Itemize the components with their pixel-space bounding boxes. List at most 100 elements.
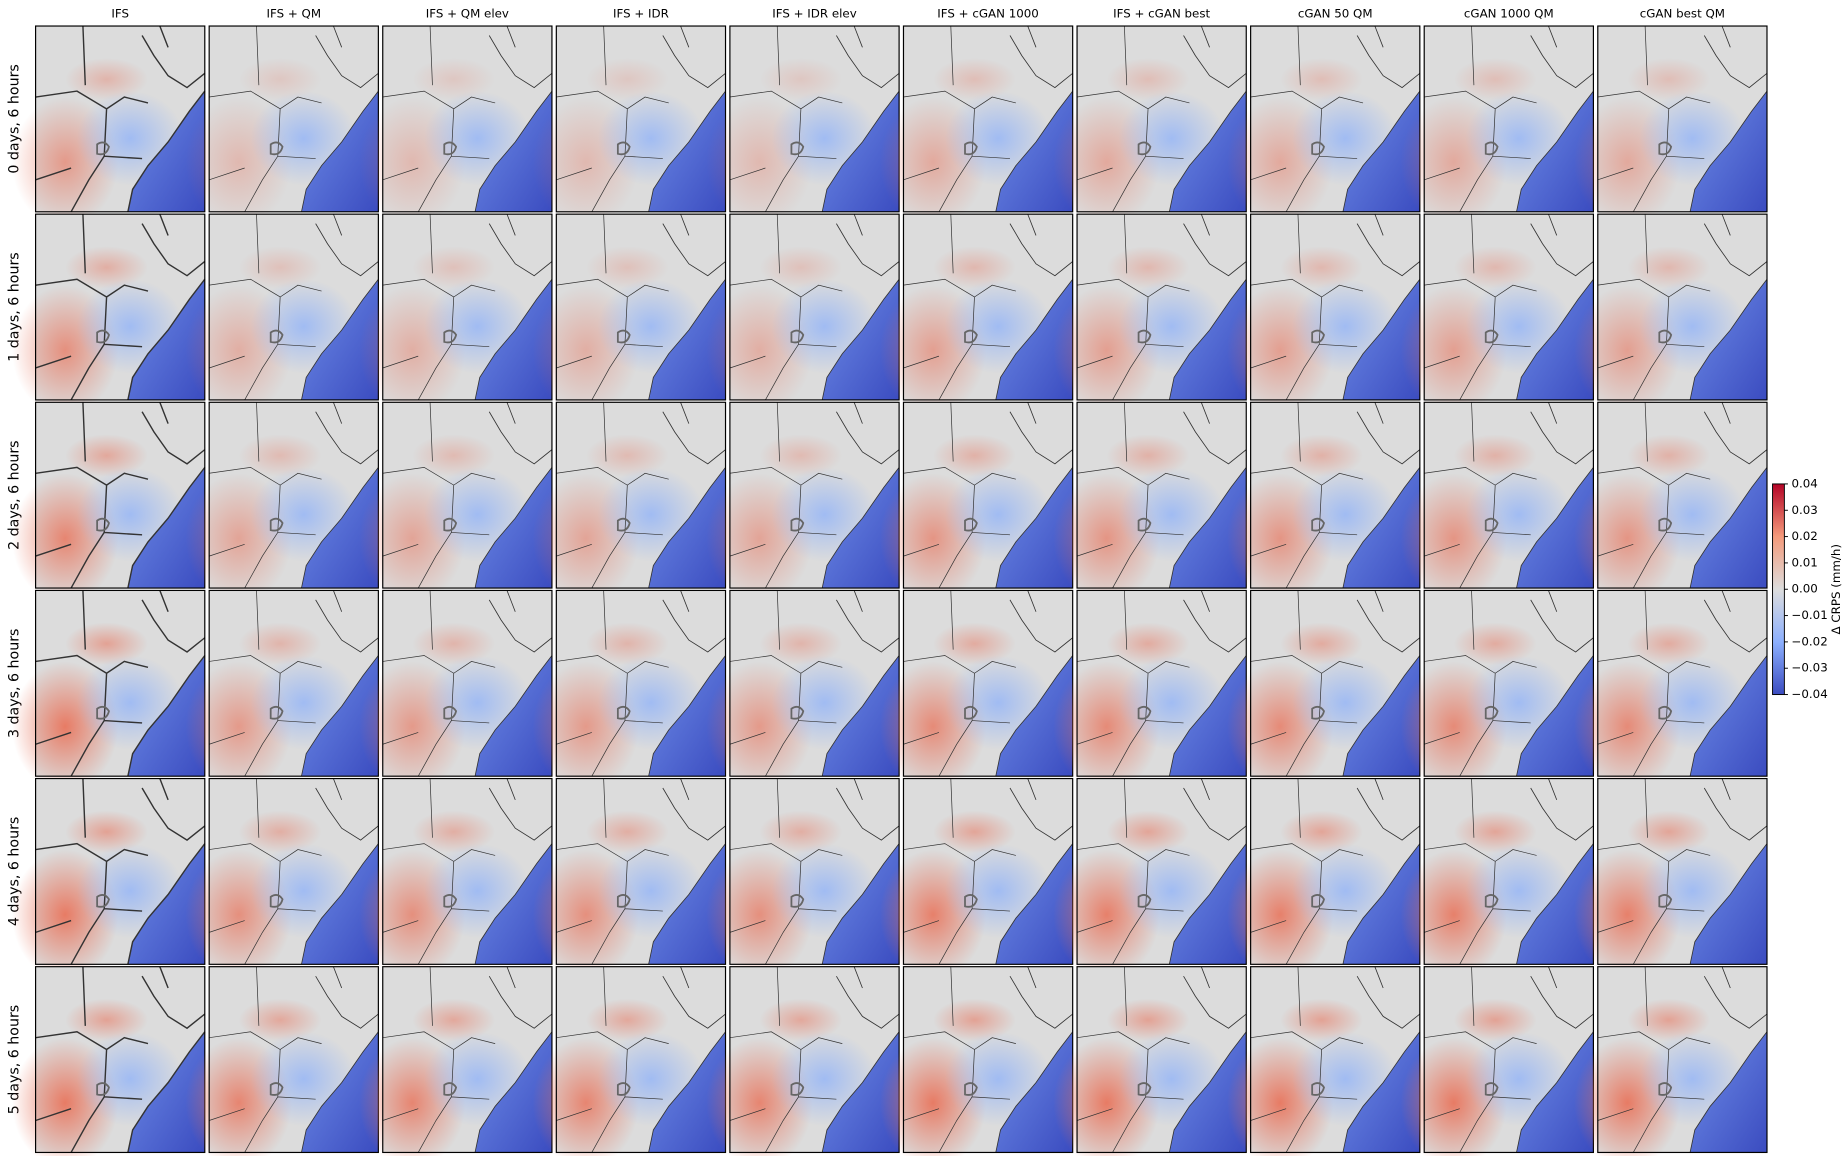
ocean — [995, 91, 1073, 212]
borders — [903, 778, 1016, 965]
borders — [209, 26, 322, 212]
positive-area — [1280, 246, 1364, 289]
positive-area — [1627, 57, 1711, 101]
map-panel — [1053, 966, 1247, 1156]
positive-area — [1453, 810, 1537, 854]
positive-area — [1627, 434, 1711, 477]
lake — [1311, 1082, 1325, 1096]
borders — [903, 214, 1016, 401]
colorbar-label: Δ CRPS (mm/h) — [1829, 544, 1843, 634]
borders — [209, 402, 322, 589]
borders — [1076, 214, 1190, 401]
lake — [616, 329, 631, 344]
lake — [790, 705, 805, 720]
borders — [556, 778, 669, 965]
borders — [729, 26, 843, 212]
positive-area — [1627, 810, 1711, 854]
borders — [1076, 26, 1190, 212]
positive-area — [933, 810, 1016, 854]
ocean — [1169, 467, 1247, 589]
map-panel — [11, 777, 206, 980]
ocean — [995, 1031, 1073, 1153]
borders — [729, 214, 843, 401]
column-title: cGAN best QM — [1640, 7, 1725, 21]
borders — [729, 402, 843, 589]
coastline — [1516, 25, 1594, 212]
map-panel — [1400, 777, 1595, 980]
borders — [35, 26, 149, 213]
map-panel — [706, 401, 900, 604]
coastline — [1516, 402, 1594, 589]
positive-area — [933, 246, 1016, 289]
colorbar-tick-label: 0.01 — [1791, 555, 1817, 569]
coastline — [474, 214, 553, 401]
ocean — [822, 467, 900, 589]
borders — [1250, 778, 1364, 965]
ocean — [648, 655, 726, 777]
coastline — [821, 25, 900, 212]
lake — [1484, 894, 1499, 908]
borders — [1597, 402, 1711, 589]
lake — [1137, 894, 1152, 908]
ocean — [995, 279, 1073, 400]
borders — [1424, 402, 1537, 589]
map-panel — [185, 966, 379, 1156]
positive-area — [65, 998, 148, 1042]
coastline — [301, 966, 379, 1153]
map-panel — [1574, 25, 1768, 228]
positive-area — [238, 810, 322, 854]
ocean — [127, 843, 205, 965]
borders — [903, 590, 1016, 777]
borders — [556, 966, 669, 1153]
ocean — [1169, 655, 1247, 777]
map-panel — [532, 966, 727, 1156]
coastline — [648, 214, 726, 401]
positive-area — [585, 622, 669, 665]
coastline — [127, 966, 206, 1153]
coastline — [648, 590, 726, 777]
lake — [269, 329, 284, 344]
ocean — [301, 843, 379, 965]
lake — [790, 1082, 805, 1096]
map-panel — [1400, 25, 1595, 228]
coastline — [821, 778, 900, 965]
map-panel — [879, 777, 1074, 980]
lake — [1658, 705, 1673, 720]
coastline — [127, 213, 206, 401]
ocean — [1516, 1031, 1594, 1153]
ocean — [1516, 843, 1594, 965]
borders — [382, 402, 496, 589]
borders — [1250, 966, 1364, 1153]
ocean — [822, 91, 900, 212]
positive-area — [412, 57, 496, 101]
positive-area — [65, 810, 148, 854]
positive-area — [1627, 622, 1711, 665]
ocean — [1169, 279, 1247, 400]
ocean — [648, 467, 726, 589]
lake — [443, 894, 458, 908]
column-title: IFS + cGAN 1000 — [937, 7, 1039, 21]
coastline — [648, 966, 726, 1153]
coastline — [301, 778, 379, 965]
positive-area — [65, 246, 148, 289]
positive-area — [1280, 57, 1364, 101]
map-panel — [11, 589, 206, 792]
positive-area — [1106, 246, 1190, 289]
colorbar-tick-label: −0.03 — [1791, 661, 1827, 675]
lake — [269, 517, 284, 532]
ocean — [1169, 1031, 1247, 1153]
colorbar-tick-label: −0.01 — [1791, 608, 1827, 622]
positive-area — [238, 57, 322, 101]
ocean — [995, 655, 1073, 777]
borders — [729, 966, 843, 1153]
panel-frame — [1597, 777, 1768, 965]
map-panel — [879, 589, 1074, 792]
ocean — [1516, 467, 1594, 589]
coastline — [1168, 214, 1247, 401]
borders — [35, 966, 149, 1153]
coastline — [301, 214, 379, 401]
coastline — [1516, 214, 1594, 401]
lake — [790, 141, 805, 156]
ocean — [301, 467, 379, 589]
map-panel — [1226, 213, 1421, 416]
